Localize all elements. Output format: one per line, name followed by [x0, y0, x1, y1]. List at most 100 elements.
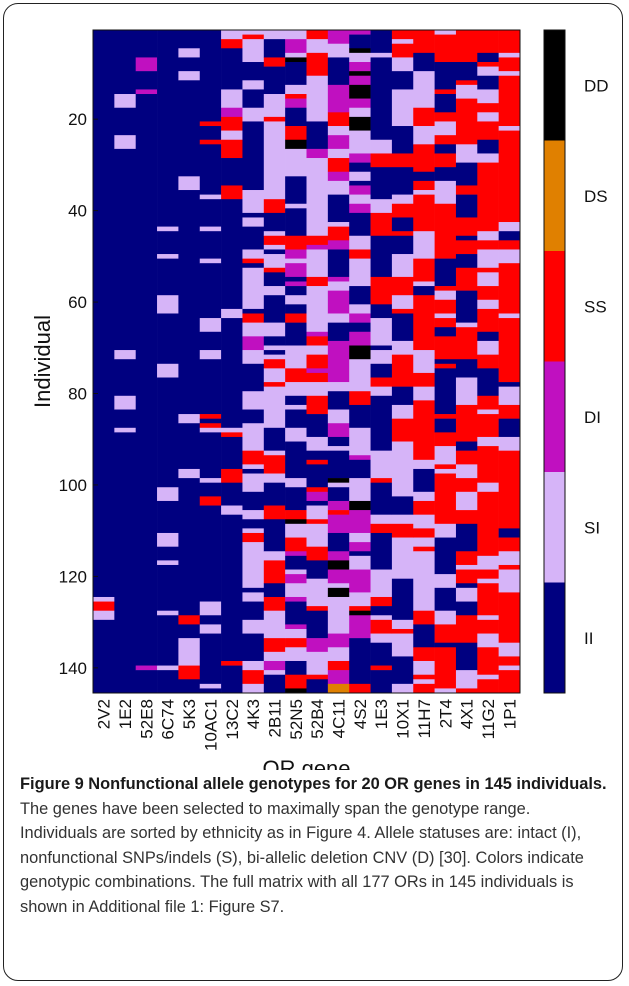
heatmap-cell-4X1 — [455, 450, 478, 465]
heatmap-cell-52N5 — [285, 249, 307, 259]
heatmap-cell-11H7 — [413, 386, 435, 401]
heatmap-cell-2T4 — [434, 121, 457, 136]
heatmap-cell-2B11 — [263, 596, 286, 611]
heatmap-cell-2T4 — [434, 112, 457, 122]
heatmap-cell-4K3 — [242, 336, 265, 351]
heatmap-cell-1E2 — [114, 432, 136, 694]
heatmap-cell-13C2 — [221, 514, 243, 662]
heatmap-cell-2B11 — [263, 350, 286, 355]
heatmap-cell-1P1 — [498, 240, 521, 250]
x-tick-label: 1P1 — [500, 699, 519, 729]
heatmap-cell-4C11 — [327, 391, 350, 410]
heatmap-cell-1E3 — [370, 633, 393, 643]
heatmap-cell-10AC1 — [199, 601, 222, 616]
heatmap-cell-11G2 — [477, 482, 499, 493]
heatmap-cell-10X1 — [391, 386, 414, 406]
heatmap-cell-52B4 — [306, 354, 329, 369]
heatmap-cell-52N5 — [285, 304, 307, 314]
heatmap-cell-1E3 — [370, 615, 393, 621]
heatmap-cell-11H7 — [413, 679, 435, 685]
heatmap-cell-1E2 — [114, 148, 136, 351]
heatmap-cell-2T4 — [434, 135, 457, 145]
heatmap-cell-4S2 — [349, 615, 371, 639]
heatmap-cell-4K3 — [242, 450, 265, 465]
heatmap-cell-10AC1 — [199, 359, 222, 415]
heatmap-cell-4C11 — [327, 322, 350, 342]
heatmap-cell-4K3 — [242, 217, 265, 227]
heatmap-cell-4X1 — [455, 583, 478, 589]
heatmap-cell-1E3 — [370, 139, 393, 154]
heatmap-cell-52E8 — [135, 670, 158, 694]
heatmap-cell-4C11 — [327, 670, 350, 685]
heatmap-cell-52N5 — [285, 39, 307, 54]
heatmap-cell-11G2 — [477, 578, 499, 584]
heatmap-cell-11H7 — [413, 30, 435, 54]
heatmap-cell-4K3 — [242, 249, 265, 259]
heatmap-cell-2T4 — [434, 523, 457, 538]
heatmap-cell-4S2 — [349, 331, 371, 346]
heatmap-cell-4S2 — [349, 153, 371, 163]
heatmap-cell-4X1 — [455, 642, 478, 671]
heatmap-cell-2B11 — [263, 235, 286, 246]
heatmap-cell-4S2 — [349, 683, 371, 694]
heatmap-cell-52N5 — [285, 281, 307, 287]
heatmap-cell-2B11 — [263, 322, 286, 337]
heatmap-cell-1E2 — [114, 107, 136, 136]
heatmap-cell-11H7 — [413, 610, 435, 625]
heatmap-cell-2T4 — [434, 473, 457, 525]
heatmap-cell-2T4 — [434, 299, 457, 314]
heatmap-cell-13C2 — [221, 48, 243, 90]
heatmap-cell-10AC1 — [199, 263, 222, 319]
heatmap-cell-1E3 — [370, 350, 393, 365]
heatmap-cell-4C11 — [327, 194, 350, 223]
heatmap-cell-4K3 — [242, 633, 265, 662]
heatmap-cell-4K3 — [242, 62, 265, 81]
heatmap-cell-4K3 — [242, 267, 265, 310]
heatmap-cell-4K3 — [242, 592, 265, 602]
heatmap-cell-2T4 — [434, 153, 457, 168]
heatmap-cell-10AC1 — [199, 482, 222, 497]
heatmap-cell-4X1 — [455, 162, 478, 186]
heatmap-cell-4C11 — [327, 281, 350, 291]
heatmap-cell-10X1 — [391, 628, 414, 634]
heatmap-cell-4S2 — [349, 52, 371, 63]
heatmap-cell-10AC1 — [199, 478, 222, 483]
heatmap-cell-1E3 — [370, 304, 393, 319]
heatmap-cell-10X1 — [391, 217, 414, 232]
heatmap-cell-2B11 — [263, 450, 286, 456]
heatmap-cell-2B11 — [263, 427, 286, 451]
heatmap-cell-10X1 — [391, 354, 414, 387]
heatmap-cell-1P1 — [498, 528, 521, 538]
heatmap-cell-10X1 — [391, 308, 414, 314]
heatmap-cell-4S2 — [349, 30, 371, 35]
heatmap-cell-4C11 — [327, 647, 350, 662]
heatmap-cell-4S2 — [349, 391, 371, 406]
heatmap-cell-5K3 — [178, 80, 201, 177]
heatmap-cell-2T4 — [434, 327, 457, 337]
heatmap-cell-2T4 — [434, 94, 457, 113]
heatmap-cell-5K3 — [178, 30, 201, 49]
x-tick-label: 4X1 — [458, 699, 477, 729]
heatmap-cell-10AC1 — [199, 126, 222, 141]
heatmap-cell-1P1 — [498, 642, 521, 657]
heatmap-cell-4S2 — [349, 551, 371, 557]
heatmap-cell-10AC1 — [199, 199, 222, 227]
x-axis-ticks: 2V2 1E2 52E8 6C74 5K3 10AC1 13C2 4K3 2B11 52N5 52B… — [95, 699, 520, 751]
heatmap-cell-4S2 — [349, 171, 371, 182]
heatmap-cell-11H7 — [413, 190, 435, 195]
heatmap-cell-4S2 — [349, 532, 371, 543]
heatmap-cell-4X1 — [455, 194, 478, 218]
heatmap-cell-1P1 — [498, 249, 521, 264]
heatmap-cell-4S2 — [349, 75, 371, 86]
heatmap-cell-11H7 — [413, 350, 435, 374]
heatmap-cell-52N5 — [285, 638, 307, 648]
heatmap-cell-2T4 — [434, 34, 457, 63]
heatmap-cell-52N5 — [285, 345, 307, 369]
heatmap-cell-52N5 — [285, 295, 307, 305]
heatmap-cell-52N5 — [285, 647, 307, 662]
heatmap-cell-10AC1 — [199, 231, 222, 259]
x-tick-label: 4K3 — [244, 699, 263, 729]
heatmap-cell-2B11 — [263, 121, 286, 200]
heatmap-cell-1E3 — [370, 212, 393, 237]
heatmap-cell-2B11 — [263, 638, 286, 653]
